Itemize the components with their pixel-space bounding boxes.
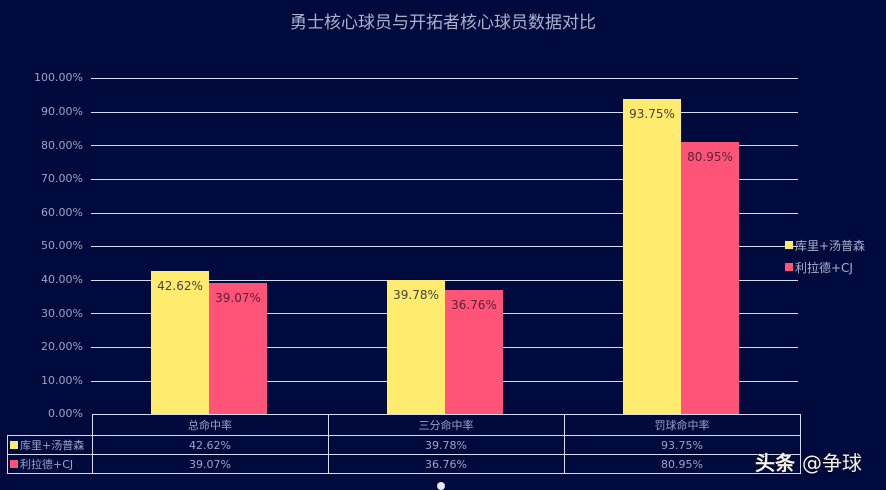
legend-swatch-icon [10,441,18,449]
row-label-text: 利拉德+CJ [20,458,74,471]
y-tick: 40.00% [41,273,83,286]
table-header: 总命中率 [91,414,329,436]
table-cell: 39.07% [91,454,329,474]
bar-3p-lillard-cj[interactable]: 36.76% [445,290,503,414]
bar-value-label: 39.07% [215,291,261,305]
y-tick: 20.00% [41,340,83,353]
table-row: 利拉德+CJ 39.07% 36.76% 80.95% [7,454,801,474]
gridline [91,145,798,146]
bar-value-label: 42.62% [157,279,203,293]
bar-value-label: 39.78% [393,288,439,302]
table-corner [8,415,93,436]
table-row-label: 库里+汤普森 [7,435,93,455]
watermark: 头条 @争球 [755,447,862,476]
table-cell: 39.78% [327,435,565,455]
legend-swatch-icon [785,263,793,271]
bar-ft-lillard-cj[interactable]: 80.95% [681,142,739,414]
legend-swatch-icon [10,460,18,468]
bar-value-label: 36.76% [451,298,497,312]
gridline [91,179,798,180]
gridline [91,112,798,113]
y-tick: 70.00% [41,172,83,185]
y-tick: 10.00% [41,374,83,387]
gridline [91,78,798,79]
y-tick: 0.00% [48,407,83,420]
watermark-handle: @争球 [801,451,862,475]
legend-label: 库里+汤普森 [795,238,866,253]
y-tick: 80.00% [41,139,83,152]
y-tick: 30.00% [41,307,83,320]
chart-title: 勇士核心球员与开拓者核心球员数据对比 [290,13,596,33]
bar-value-label: 80.95% [687,150,733,164]
gridline [91,213,798,214]
table-header: 三分命中率 [327,414,565,436]
table-header-row: 总命中率 三分命中率 罚球命中率 [8,414,801,436]
scroll-indicator-icon [437,482,445,490]
bar-ft-curry-thompson[interactable]: 93.75% [623,99,681,414]
legend-label: 利拉德+CJ [795,260,853,275]
row-label-text: 库里+汤普森 [20,439,85,452]
gridline [91,246,798,247]
table-cell: 42.62% [91,435,329,455]
legend: 库里+汤普森 利拉德+CJ [785,234,865,278]
table-cell: 80.95% [563,454,801,474]
bar-fg-lillard-cj[interactable]: 39.07% [209,283,267,414]
table-row-label: 利拉德+CJ [7,454,93,474]
table-row: 库里+汤普森 42.62% 39.78% 93.75% [7,435,801,455]
bar-fg-curry-thompson[interactable]: 42.62% [151,271,209,414]
y-tick: 50.00% [41,239,83,252]
legend-item-curry-thompson[interactable]: 库里+汤普森 [785,234,865,256]
table-cell: 36.76% [327,454,565,474]
data-table: 总命中率 三分命中率 罚球命中率 库里+汤普森 42.62% 39.78% 93… [7,414,801,474]
y-tick: 60.00% [41,206,83,219]
legend-item-lillard-cj[interactable]: 利拉德+CJ [785,256,865,278]
bar-value-label: 93.75% [629,107,675,121]
bar-3p-curry-thompson[interactable]: 39.78% [387,280,445,414]
watermark-brand: 头条 [755,451,795,475]
y-tick: 90.00% [41,105,83,118]
table-header: 罚球命中率 [563,414,801,436]
y-tick: 100.00% [34,71,83,84]
legend-swatch-icon [785,241,793,249]
